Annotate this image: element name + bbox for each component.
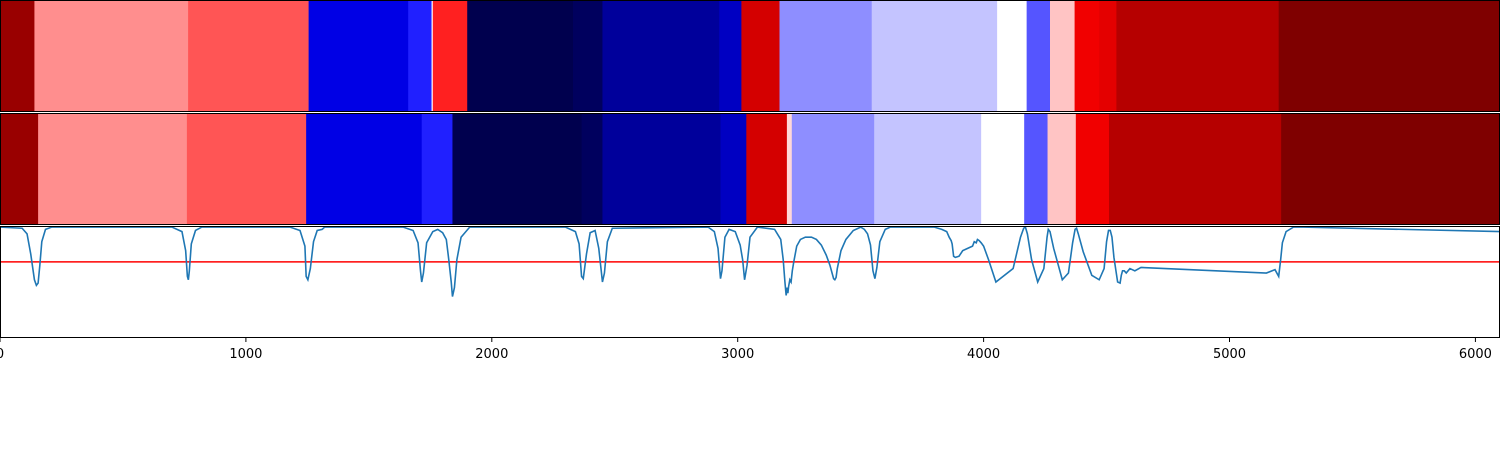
x-tick-label-0: 0 <box>0 347 4 362</box>
heatmap-cell-r2-13 <box>874 113 982 225</box>
heatmap-cell-r1-21 <box>1278 0 1500 112</box>
heatmap-cell-r2-19 <box>1281 113 1500 225</box>
heatmap-cell-r2-16 <box>1047 113 1077 225</box>
heatmap-row-2 <box>0 113 1500 225</box>
heatmap-cell-r2-2 <box>38 113 188 225</box>
x-tick-label-5000: 5000 <box>1213 347 1246 362</box>
heatmap-cell-r1-19 <box>1099 0 1117 112</box>
x-axis: 0 1000 2000 3000 4000 5000 6000 <box>0 338 1492 362</box>
heatmap-cell-r1-11 <box>719 0 742 112</box>
heatmap-cell-r1-12 <box>741 0 781 112</box>
heatmap-cell-r1-9 <box>572 0 603 112</box>
heatmap-cell-r1-17 <box>1050 0 1076 112</box>
heatmap-cell-r2-8 <box>602 113 721 225</box>
heatmap-cell-r2-11 <box>786 113 793 225</box>
heatmap-cell-r1-6 <box>431 0 434 112</box>
heatmap-cell-r2-1 <box>0 113 39 225</box>
heatmap-cell-r1-4 <box>308 0 409 112</box>
x-tick-label-3000: 3000 <box>721 347 754 362</box>
heatmap-cell-r1-2 <box>34 0 189 112</box>
heatmap-cell-r1-20 <box>1116 0 1280 112</box>
heatmap-cell-r2-9 <box>720 113 747 225</box>
heatmap-cell-r1-14 <box>871 0 998 112</box>
heatmap-cell-r1-16 <box>1026 0 1051 112</box>
heatmap-cell-r2-4 <box>306 113 423 225</box>
heatmap-cell-r2-14 <box>981 113 1025 225</box>
x-tick-label-1000: 1000 <box>229 347 262 362</box>
heatmap-cell-r1-13 <box>779 0 873 112</box>
heatmap-cell-r2-3 <box>186 113 307 225</box>
heatmap-cell-r1-1 <box>0 0 35 112</box>
heatmap-cell-r1-8 <box>467 0 574 112</box>
heatmap-cell-r2-15 <box>1024 113 1049 225</box>
x-tick-label-2000: 2000 <box>475 347 508 362</box>
x-tick-label-6000: 6000 <box>1459 347 1492 362</box>
heatmap-cell-r1-5 <box>408 0 433 112</box>
heatmap-cell-r2-7 <box>581 113 603 225</box>
heatmap-cell-r2-5 <box>421 113 453 225</box>
heatmap-cell-r1-18 <box>1074 0 1100 112</box>
heatmap-cell-r2-10 <box>746 113 788 225</box>
heatmap-cell-r1-10 <box>602 0 720 112</box>
heatmap-cell-r1-7 <box>432 0 468 112</box>
x-tick-label-4000: 4000 <box>967 347 1000 362</box>
heatmap-cell-r2-6 <box>452 113 583 225</box>
heatmap-cell-r2-18 <box>1109 113 1282 225</box>
heatmap-row-1 <box>0 0 1500 112</box>
heatmap-cell-r2-17 <box>1075 113 1110 225</box>
signal-line <box>0 225 1500 297</box>
heatmap-cell-r2-12 <box>791 113 875 225</box>
heatmap-cell-r1-3 <box>188 0 310 112</box>
heatmap-cell-r1-15 <box>997 0 1028 112</box>
